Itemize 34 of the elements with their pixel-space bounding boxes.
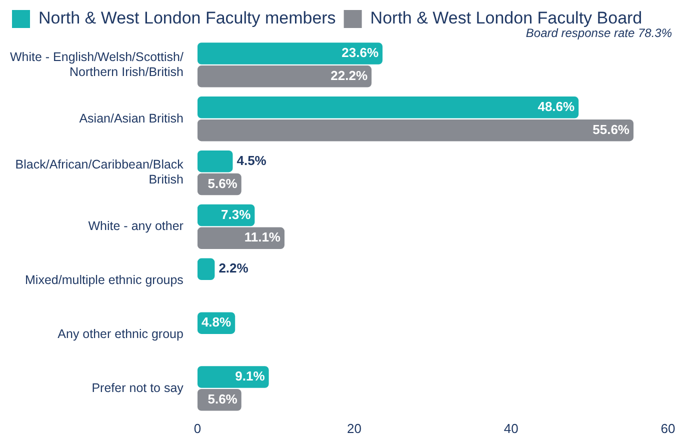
data-label: 55.6% <box>592 122 630 137</box>
bar <box>197 227 284 250</box>
annotation: Board response rate 78.3% <box>526 26 672 40</box>
data-label: 5.6% <box>208 176 238 191</box>
bar <box>197 258 215 280</box>
legend-label: North & West London Faculty members <box>38 8 336 28</box>
bar <box>197 119 634 142</box>
y-tick-label: White - English/Welsh/Scottish/ Northern Irish/British <box>10 50 184 79</box>
bar <box>197 42 383 64</box>
data-label: 22.2% <box>330 68 368 83</box>
x-tick-label: 40 <box>504 420 518 436</box>
data-label: 9.1% <box>235 368 266 384</box>
legend-label: North & West London Faculty Board <box>370 8 642 28</box>
x-tick-label: 20 <box>347 420 362 436</box>
bar <box>197 366 269 388</box>
data-label: 23.6% <box>342 45 379 60</box>
data-label: 2.2% <box>218 260 249 276</box>
bar <box>197 96 579 118</box>
y-tick-label: Prefer not to say <box>92 380 184 395</box>
bar <box>197 150 233 172</box>
y-tick-label: Mixed/multiple ethnic groups <box>25 273 184 288</box>
data-label: 48.6% <box>538 98 576 114</box>
data-label: 4.5% <box>236 152 267 168</box>
data-label: 7.3% <box>221 206 252 222</box>
data-label: 4.8% <box>201 314 232 330</box>
data-label: 11.1% <box>244 230 281 245</box>
x-tick-label: 0 <box>194 420 202 436</box>
y-tick-label: White - any other <box>88 219 184 234</box>
y-tick-label: Any other ethnic group <box>58 326 184 341</box>
y-tick-label: Black/African/Caribbean/Black British <box>15 158 184 187</box>
x-tick-label: 60 <box>660 420 676 436</box>
bar <box>197 66 372 88</box>
y-tick-label: Asian/Asian British <box>79 111 184 126</box>
data-label: 5.6% <box>208 391 238 406</box>
